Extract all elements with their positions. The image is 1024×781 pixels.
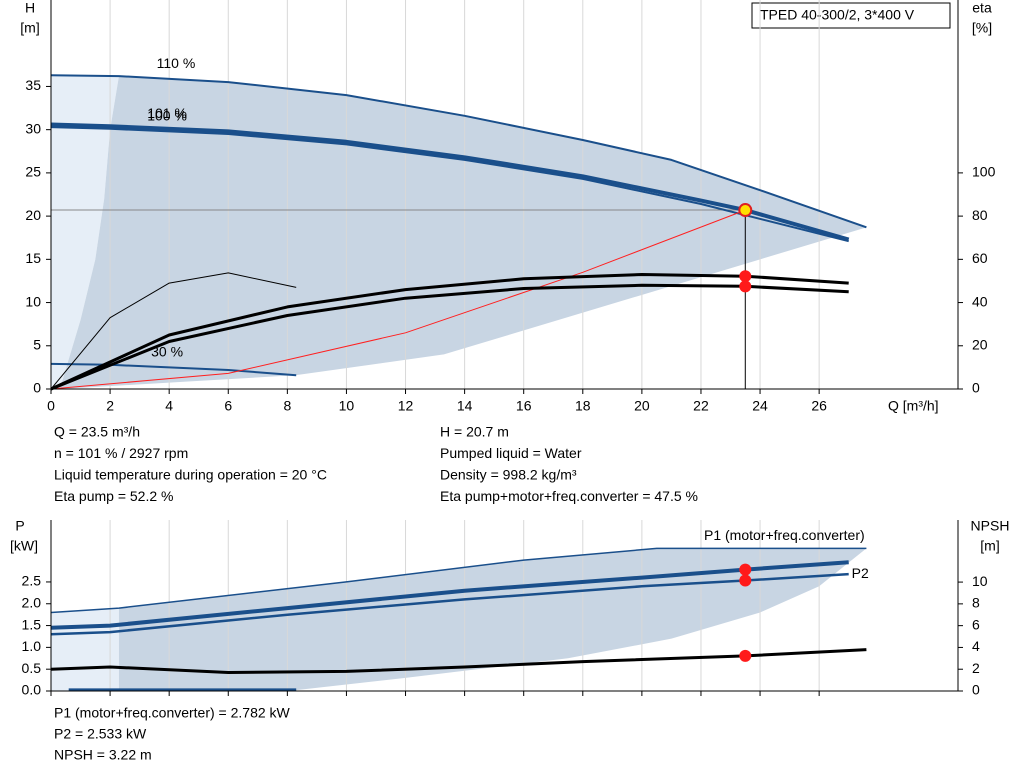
curve-label: 30 % (151, 343, 183, 359)
curve (50, 272, 297, 390)
x-tick-label: 8 (283, 398, 291, 414)
x-tick-label: 6 (224, 398, 232, 414)
curve (50, 209, 746, 390)
y-unit: [kW] (10, 538, 38, 554)
operating-marker (739, 280, 752, 293)
y2-tick-label: 2 (972, 660, 980, 676)
y2-tick-label: 20 (972, 336, 988, 352)
x-tick-label: 0 (47, 398, 55, 414)
y2-tick-label: 6 (972, 616, 980, 632)
y2-unit: [%] (972, 20, 992, 36)
y-tick-label: 1.0 (22, 638, 42, 654)
x-tick-label: 10 (339, 398, 355, 414)
curve (50, 273, 849, 391)
y-tick-label: 1.5 (22, 616, 42, 632)
x-tick-label: 2 (106, 398, 114, 414)
y2-label: NPSH (971, 518, 1010, 534)
info-line: Eta pump+motor+freq.converter = 47.5 % (440, 488, 698, 504)
info-line: P1 (motor+freq.converter) = 2.782 kW (54, 705, 291, 721)
info-line: Density = 998.2 kg/m³ (440, 467, 577, 483)
operating-region (51, 608, 119, 691)
curve-label: 110 % (157, 55, 196, 71)
x-tick-label: 12 (398, 398, 414, 414)
curve (50, 74, 867, 229)
operating-region (51, 75, 119, 389)
info-line: Liquid temperature during operation = 20… (54, 467, 327, 483)
y-tick-label: 0 (33, 380, 41, 396)
y-tick-label: 25 (25, 164, 41, 180)
y2-unit: [m] (980, 538, 999, 554)
curve-label: 100 % (147, 108, 187, 124)
curve (50, 122, 850, 242)
y-tick-label: 5 (33, 336, 41, 352)
y2-tick-label: 0 (972, 380, 980, 396)
y2-label: eta (972, 0, 992, 16)
y-tick-label: 15 (25, 250, 41, 266)
x-label: Q [m³/h] (888, 398, 939, 414)
curve (50, 283, 849, 391)
info-line: Q = 23.5 m³/h (54, 424, 140, 440)
y-tick-label: 10 (25, 293, 41, 309)
curve (50, 547, 867, 614)
curve (50, 126, 849, 243)
y2-tick-label: 0 (972, 682, 980, 698)
x-tick-label: 16 (516, 398, 532, 414)
y-unit: [m] (20, 20, 39, 36)
curve (50, 648, 867, 674)
x-tick-label: 22 (693, 398, 709, 414)
y2-tick-label: 10 (972, 573, 988, 589)
curve (50, 362, 297, 377)
x-tick-label: 4 (165, 398, 173, 414)
y2-tick-label: 8 (972, 595, 980, 611)
y-label: H (25, 0, 35, 16)
operating-marker (739, 574, 752, 587)
info-line: NPSH = 3.22 m (54, 747, 152, 763)
y2-tick-label: 80 (972, 207, 988, 223)
info-line: n = 101 % / 2927 rpm (54, 445, 188, 461)
x-tick-label: 14 (457, 398, 473, 414)
y2-tick-label: 100 (972, 164, 996, 180)
x-tick-label: 18 (575, 398, 591, 414)
y-tick-label: 2.0 (22, 594, 42, 610)
duty-point (738, 203, 753, 218)
title-box (751, 2, 951, 29)
y-tick-label: 0.5 (22, 660, 42, 676)
operating-marker (739, 563, 752, 576)
y-tick-label: 2.5 (22, 573, 42, 589)
curve-label: P1 (motor+freq.converter) (704, 527, 865, 543)
info-line: P2 = 2.533 kW (54, 726, 147, 742)
y-tick-label: 30 (25, 120, 41, 136)
operating-region (59, 76, 867, 390)
x-tick-label: 24 (752, 398, 768, 414)
y-label: P (15, 518, 24, 534)
y-tick-label: 20 (25, 207, 41, 223)
y2-tick-label: 40 (972, 293, 988, 309)
y2-tick-label: 4 (972, 638, 980, 654)
info-line: Pumped liquid = Water (440, 445, 582, 461)
info: Q = 23.5 m³/h n = 101 % / 2927 rpm Liquid … (54, 424, 698, 763)
operating-marker (739, 270, 752, 283)
info-line: Eta pump = 52.2 % (54, 488, 173, 504)
y-tick-label: 0.0 (22, 682, 42, 698)
y-tick-label: 35 (25, 77, 41, 93)
y2-tick-label: 60 (972, 250, 988, 266)
x-tick-label: 20 (634, 398, 650, 414)
info-line: H = 20.7 m (440, 424, 509, 440)
operating-marker (739, 649, 752, 662)
chart-title: TPED 40-300/2, 3*400 V (760, 7, 915, 23)
x-tick-label: 26 (811, 398, 827, 414)
curve-label: 101 % (147, 105, 187, 121)
curve-label: P2 (852, 565, 869, 581)
